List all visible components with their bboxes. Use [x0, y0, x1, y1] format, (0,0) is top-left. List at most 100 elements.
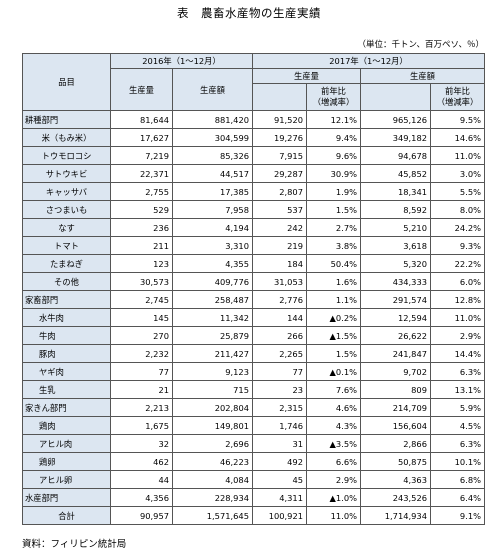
cell-value-2017: 349,182 [360, 128, 431, 147]
cell-yoy-volume: 11.0% [306, 506, 361, 525]
cell-volume-2016: 145 [110, 308, 173, 327]
table-row: 生乳 21 715 23 7.6% 809 13.1% [22, 380, 485, 399]
cell-volume-2016: 17,627 [110, 128, 173, 147]
cell-yoy-value: 11.0% [430, 146, 485, 165]
cell-volume-2017: 266 [252, 326, 307, 345]
cell-value-2017: 965,126 [360, 110, 431, 129]
cell-volume-2017: 219 [252, 236, 307, 255]
cell-yoy-value: 6.0% [430, 272, 485, 291]
cell-yoy-value: 14.6% [430, 128, 485, 147]
cell-volume-2017: 7,915 [252, 146, 307, 165]
cell-value-2016: 304,599 [172, 128, 253, 147]
cell-yoy-value: 9.3% [430, 236, 485, 255]
cell-value-2016: 211,427 [172, 344, 253, 363]
cell-volume-2016: 236 [110, 218, 173, 237]
cell-yoy-value: 6.3% [430, 362, 485, 381]
cell-volume-2016: 2,745 [110, 290, 173, 309]
cell-volume-2016: 90,957 [110, 506, 173, 525]
table-row: アヒル肉 32 2,696 31 ▲3.5% 2,866 6.3% [22, 434, 485, 453]
header-value-2016: 生産額 [172, 68, 253, 111]
table-row: 鶏肉 1,675 149,801 1,746 4.3% 156,604 4.5% [22, 416, 485, 435]
cell-volume-2017: 492 [252, 452, 307, 471]
cell-yoy-value: 22.2% [430, 254, 485, 273]
cell-volume-2017: 77 [252, 362, 307, 381]
cell-yoy-volume: ▲0.1% [306, 362, 361, 381]
table-row: さつまいも 529 7,958 537 1.5% 8,592 8.0% [22, 200, 485, 219]
cell-volume-2017: 2,315 [252, 398, 307, 417]
cell-yoy-volume: 1.1% [306, 290, 361, 309]
cell-value-2016: 149,801 [172, 416, 253, 435]
cell-value-2016: 715 [172, 380, 253, 399]
cell-volume-2016: 30,573 [110, 272, 173, 291]
header-volume-2016: 生産量 [110, 68, 173, 111]
cell-value-2016: 881,420 [172, 110, 253, 129]
row-label: さつまいも [22, 200, 111, 219]
cell-value-2016: 2,696 [172, 434, 253, 453]
page-title: 表 農畜水産物の生産実績 [177, 6, 321, 20]
cell-volume-2017: 1,746 [252, 416, 307, 435]
row-label: 豚肉 [22, 344, 111, 363]
cell-value-2017: 156,604 [360, 416, 431, 435]
cell-volume-2017: 19,276 [252, 128, 307, 147]
header-volume-2017: 生産量 [252, 68, 361, 84]
cell-yoy-value: 11.0% [430, 308, 485, 327]
cell-value-2017: 214,709 [360, 398, 431, 417]
cell-volume-2017: 4,311 [252, 488, 307, 507]
cell-value-2017: 3,618 [360, 236, 431, 255]
table-body: 耕種部門 81,644 881,420 91,520 12.1% 965,126 9.5% 米… [22, 110, 485, 525]
cell-value-2016: 44,517 [172, 164, 253, 183]
cell-value-2016: 4,084 [172, 470, 253, 489]
header-yoy-volume: 前年比 （増減率） [306, 83, 361, 111]
cell-yoy-volume: ▲1.0% [306, 488, 361, 507]
cell-yoy-value: 4.5% [430, 416, 485, 435]
cell-yoy-value: 24.2% [430, 218, 485, 237]
header-period-2016: 2016年（1〜12月） [110, 53, 253, 69]
cell-volume-2017: 537 [252, 200, 307, 219]
cell-yoy-volume: 7.6% [306, 380, 361, 399]
cell-value-2017: 4,363 [360, 470, 431, 489]
header-value-2017: 生産額 [360, 68, 485, 84]
row-label: ヤギ肉 [22, 362, 111, 381]
cell-volume-2016: 2,755 [110, 182, 173, 201]
table-row: 鶏卵 462 46,223 492 6.6% 50,875 10.1% [22, 452, 485, 471]
cell-volume-2017: 2,807 [252, 182, 307, 201]
cell-volume-2016: 32 [110, 434, 173, 453]
table-row: トウモロコシ 7,219 85,326 7,915 9.6% 94,678 11.0% [22, 146, 485, 165]
cell-value-2016: 46,223 [172, 452, 253, 471]
cell-value-2017: 434,333 [360, 272, 431, 291]
cell-value-2017: 5,210 [360, 218, 431, 237]
cell-value-2017: 809 [360, 380, 431, 399]
cell-value-2017: 5,320 [360, 254, 431, 273]
row-label: 米（もみ米） [22, 128, 111, 147]
cell-volume-2017: 31,053 [252, 272, 307, 291]
cell-volume-2017: 242 [252, 218, 307, 237]
row-label: 家畜部門 [22, 290, 111, 309]
cell-value-2016: 4,355 [172, 254, 253, 273]
cell-volume-2016: 270 [110, 326, 173, 345]
cell-yoy-value: 6.8% [430, 470, 485, 489]
cell-volume-2016: 1,675 [110, 416, 173, 435]
cell-value-2017: 94,678 [360, 146, 431, 165]
row-label: 生乳 [22, 380, 111, 399]
row-label: 水牛肉 [22, 308, 111, 327]
cell-value-2017: 50,875 [360, 452, 431, 471]
cell-volume-2016: 123 [110, 254, 173, 273]
table-row: その他 30,573 409,776 31,053 1.6% 434,333 6.0% [22, 272, 485, 291]
cell-yoy-volume: 4.3% [306, 416, 361, 435]
cell-yoy-value: 9.1% [430, 506, 485, 525]
production-table: 品目 2016年（1〜12月） 2017年（1〜12月） 生産量 生産額 生産量… [22, 53, 485, 525]
row-label: アヒル肉 [22, 434, 111, 453]
cell-volume-2016: 21 [110, 380, 173, 399]
cell-yoy-value: 5.5% [430, 182, 485, 201]
cell-volume-2017: 91,520 [252, 110, 307, 129]
table-row: 合計 90,957 1,571,645 100,921 11.0% 1,714,934 9.… [22, 506, 485, 525]
source-note: 資料：フィリピン統計局 [22, 539, 127, 550]
cell-volume-2016: 22,371 [110, 164, 173, 183]
table-row: 耕種部門 81,644 881,420 91,520 12.1% 965,126 9.5% [22, 110, 485, 129]
row-label: 鶏肉 [22, 416, 111, 435]
cell-yoy-volume: ▲0.2% [306, 308, 361, 327]
cell-yoy-volume: 1.6% [306, 272, 361, 291]
header-period-2017: 2017年（1〜12月） [252, 53, 485, 69]
table-row: トマト 211 3,310 219 3.8% 3,618 9.3% [22, 236, 485, 255]
cell-value-2016: 228,934 [172, 488, 253, 507]
